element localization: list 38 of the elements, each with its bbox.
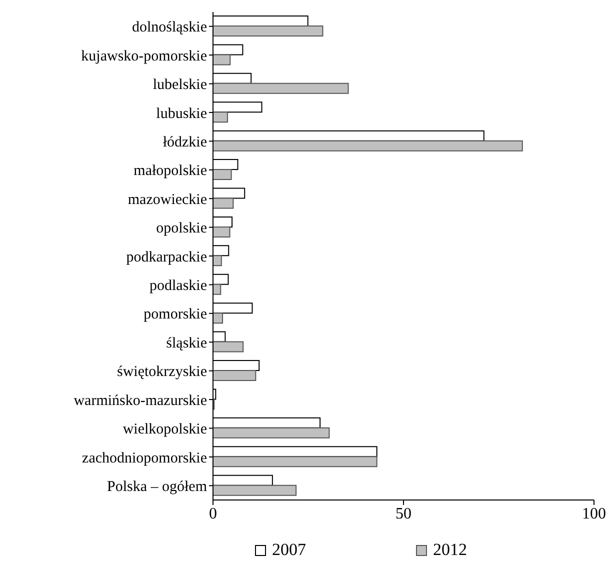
bar — [213, 140, 523, 152]
y-tick-label: śląskie — [166, 335, 208, 352]
bar — [213, 456, 378, 468]
bar — [213, 169, 232, 180]
y-tick-label: dolnośląskie — [132, 20, 208, 36]
y-tick-label: Polska – ogółem — [107, 478, 208, 495]
y-tick-label: mazowieckie — [128, 192, 208, 208]
y-tick-label: warmińsko-mazurskie — [74, 392, 208, 409]
y-tick-label: wielkopolskie — [122, 422, 208, 438]
y-tick-label: opolskie — [156, 220, 208, 237]
y-tick-label: lubuskie — [156, 106, 208, 122]
bar — [213, 341, 244, 352]
y-tick-label: podkarpackie — [126, 249, 208, 266]
bar — [213, 26, 324, 37]
bar — [213, 112, 228, 123]
bar — [213, 255, 222, 266]
x-tick-label: 50 — [396, 505, 412, 522]
y-tick-label: pomorskie — [144, 306, 208, 323]
legend-label: 2012 — [433, 540, 467, 560]
y-tick-label: podlaskie — [150, 278, 208, 294]
y-tick-label: lubelskie — [152, 77, 208, 94]
bar — [213, 370, 256, 381]
bar — [213, 484, 297, 496]
bar — [213, 54, 231, 66]
bar — [213, 312, 224, 324]
y-tick-label: kujawsko-pomorskie — [81, 48, 208, 64]
bar — [213, 226, 230, 238]
x-tick-label: 100 — [582, 505, 606, 522]
x-tick-label: 0 — [209, 505, 217, 522]
y-tick-label: łódzkie — [162, 134, 208, 150]
bar — [213, 82, 349, 94]
bar — [213, 427, 330, 438]
y-tick-label: zachodniopomorskie — [82, 450, 208, 466]
bar — [213, 198, 234, 209]
legend-label: 2007 — [272, 540, 306, 560]
y-tick-label: małopolskie — [134, 163, 208, 180]
y-tick-label: świętokrzyskie — [117, 364, 208, 380]
bar — [213, 284, 222, 295]
